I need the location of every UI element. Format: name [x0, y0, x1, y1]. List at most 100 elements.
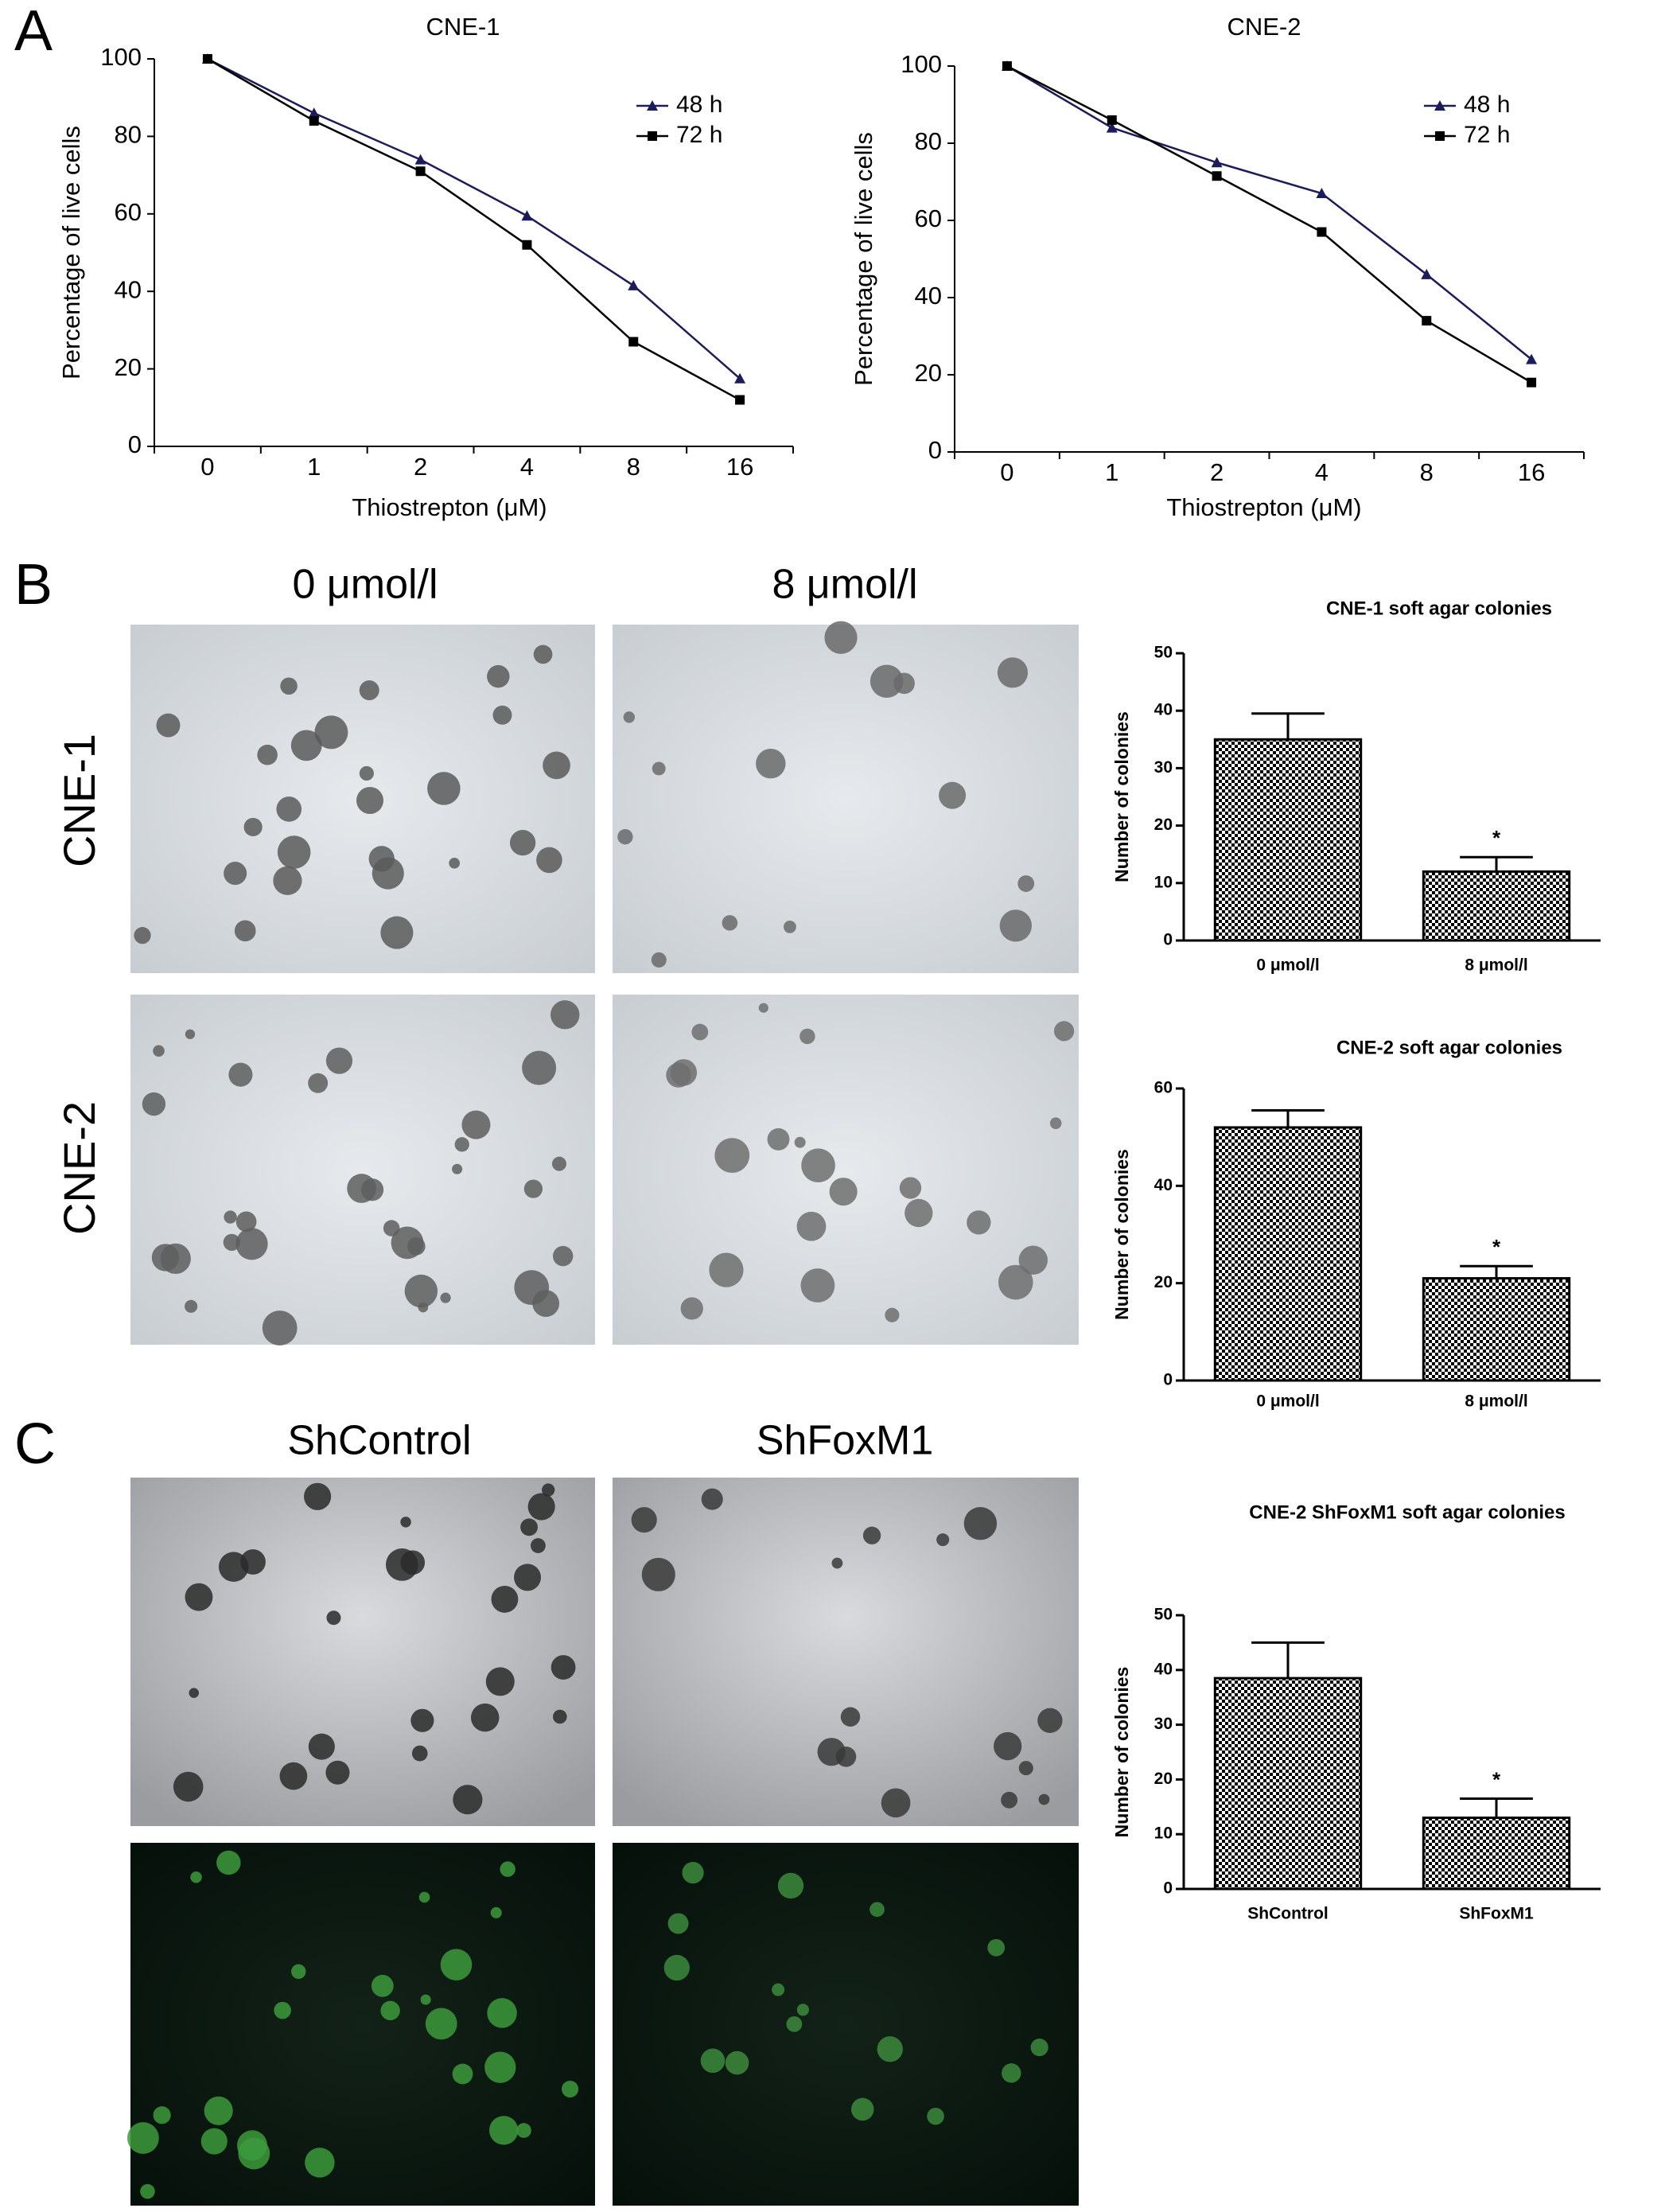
colony: [380, 916, 414, 949]
panel-label: B: [14, 553, 53, 617]
micrograph: [613, 1478, 1079, 1826]
colony: [824, 621, 858, 654]
y-tick-label: 60: [115, 198, 142, 226]
marker: [1435, 131, 1445, 141]
colony: [234, 920, 256, 942]
colony: [273, 866, 302, 895]
marker: [735, 395, 745, 405]
colony: [701, 1488, 723, 1510]
colony: [881, 1788, 911, 1818]
y-tick-label: 20: [915, 359, 942, 387]
micrograph: [130, 1843, 595, 2206]
colony: [758, 1003, 768, 1013]
colony: [725, 2050, 749, 2075]
x-tick-label: 8 μmol/l: [1465, 956, 1527, 975]
legend-label: 72 h: [676, 122, 722, 148]
x-tick-label: 1: [307, 453, 321, 481]
colony: [794, 1136, 806, 1148]
colony: [817, 1738, 846, 1766]
y-tick-label: 20: [115, 353, 142, 381]
colony: [454, 1137, 469, 1152]
series-line: [207, 57, 741, 380]
colony: [870, 1902, 885, 1918]
x-tick-label: 0: [200, 453, 214, 481]
colony: [452, 1163, 463, 1174]
colony: [532, 1290, 560, 1318]
colony: [756, 748, 786, 779]
colony: [1037, 1708, 1063, 1733]
micrograph: [613, 625, 1079, 973]
x-axis-label: Thiostrepton (μM): [1166, 493, 1361, 521]
colony: [491, 1585, 519, 1613]
colony: [228, 1062, 253, 1087]
micrograph: [613, 1843, 1079, 2206]
colony: [425, 2008, 457, 2040]
colony: [185, 1029, 196, 1039]
colony: [411, 1745, 428, 1762]
colony: [870, 664, 904, 698]
chart-title: CNE-2 ShFoxM1 soft agar colonies: [1249, 1501, 1565, 1523]
colony: [308, 1733, 335, 1760]
colony: [936, 1533, 950, 1547]
x-tick-label: 1: [1105, 458, 1119, 486]
colony: [305, 2148, 335, 2178]
colony: [617, 828, 633, 845]
y-tick-label: 40: [115, 275, 142, 303]
bar: [1213, 1126, 1363, 1382]
colony: [850, 2097, 874, 2121]
colony: [487, 1998, 517, 2028]
series-line: [1006, 64, 1532, 384]
chart-title: CNE-2 soft agar colonies: [1336, 1037, 1562, 1058]
colony: [509, 829, 536, 856]
colony: [314, 715, 348, 750]
chart-title: CNE-1 soft agar colonies: [1326, 598, 1552, 619]
y-axis-label: Number of colonies: [1111, 1149, 1132, 1320]
colony: [527, 1493, 555, 1521]
colony: [449, 857, 461, 869]
column-label: ShControl: [287, 1418, 471, 1464]
y-axis-label: Percentage of live cells: [57, 126, 85, 380]
x-tick-label: 0 μmol/l: [1256, 956, 1319, 975]
colony: [786, 2015, 803, 2032]
y-tick-label: 0: [1163, 1879, 1173, 1898]
y-tick-label: 40: [915, 282, 942, 310]
colony: [927, 2107, 944, 2125]
colony: [680, 1297, 703, 1320]
colony: [967, 1210, 991, 1235]
y-tick-label: 100: [901, 50, 942, 78]
colony: [372, 857, 404, 890]
colony: [418, 1891, 430, 1903]
colony: [308, 1073, 329, 1093]
colony: [994, 1731, 1022, 1761]
marker: [1212, 171, 1222, 181]
colony: [550, 1655, 576, 1680]
colony: [551, 1156, 566, 1171]
colony: [998, 1264, 1033, 1300]
colony: [134, 927, 151, 944]
y-tick-label: 20: [1154, 1770, 1173, 1788]
y-tick-label: 100: [100, 43, 142, 71]
colony: [153, 2106, 171, 2124]
colony: [800, 1268, 835, 1303]
colony: [173, 1771, 204, 1802]
marker: [1434, 100, 1445, 111]
colony: [325, 1047, 353, 1074]
colony: [326, 1610, 341, 1626]
legend-label: 48 h: [1464, 92, 1510, 118]
colony: [796, 2004, 809, 2016]
colony: [400, 1517, 411, 1528]
colony: [240, 1549, 266, 1575]
marker: [415, 166, 426, 177]
colony: [216, 1850, 241, 1875]
column-label: 8 μmol/l: [772, 562, 917, 608]
panel-label: A: [14, 0, 53, 63]
marker: [414, 154, 426, 165]
colony: [840, 1707, 861, 1727]
colony: [485, 1667, 515, 1696]
colony: [427, 772, 461, 805]
colony: [652, 761, 666, 776]
colony: [279, 1762, 308, 1790]
colony: [235, 1211, 257, 1233]
error-bar: [1460, 1797, 1533, 1818]
y-axis-label: Number of colonies: [1111, 711, 1132, 882]
